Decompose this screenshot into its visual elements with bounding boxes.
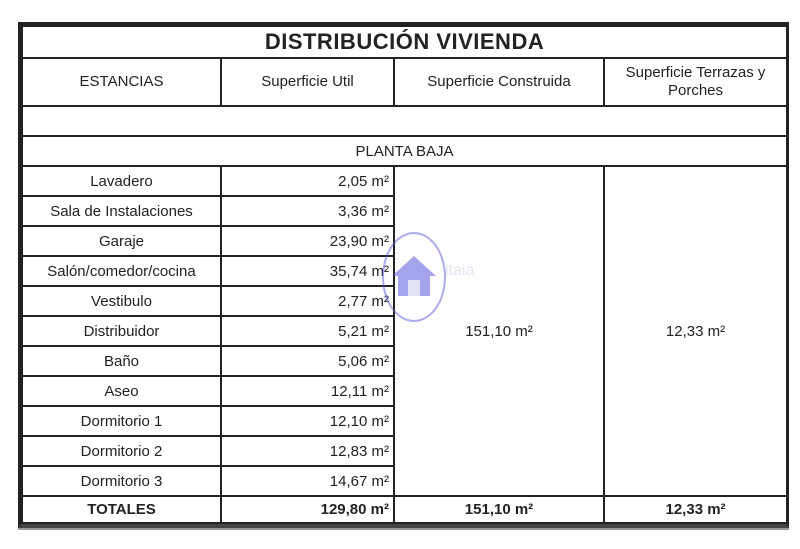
totals-util: 129,80 m²	[220, 495, 395, 524]
totals-label: TOTALES	[21, 495, 222, 524]
table-row: Garaje 23,90 m²	[21, 225, 787, 257]
table-row: Dormitorio 3 14,67 m²	[21, 465, 787, 497]
room-util: 5,21 m²	[220, 315, 395, 347]
totals-terrazas: 12,33 m²	[602, 495, 789, 524]
room-util: 14,67 m²	[220, 465, 395, 497]
table-row: Vestibulo 2,77 m²	[21, 285, 787, 317]
room-name: Dormitorio 3	[21, 465, 222, 497]
room-util: 2,77 m²	[220, 285, 395, 317]
room-name: Lavadero	[21, 165, 222, 197]
room-util: 23,90 m²	[220, 225, 395, 257]
room-name: Dormitorio 1	[21, 405, 222, 437]
totals-row: TOTALES 129,80 m² 151,10 m² 12,33 m²	[21, 495, 789, 524]
room-util: 3,36 m²	[220, 195, 395, 227]
table-row: Dormitorio 2 12,83 m²	[21, 435, 787, 467]
table-row: Distribuidor 5,21 m²	[21, 315, 787, 347]
table-row: Aseo 12,11 m²	[21, 375, 787, 407]
room-name: Vestibulo	[21, 285, 222, 317]
totals-construida: 151,10 m²	[393, 495, 605, 524]
house-icon	[392, 256, 436, 296]
table-row: Salón/comedor/cocina 35,74 m²	[21, 255, 787, 287]
room-util: 12,83 m²	[220, 435, 395, 467]
table-row: Lavadero 2,05 m² 151,10 m² 12,33 m²	[21, 165, 789, 497]
table-row: Sala de Instalaciones 3,36 m²	[21, 195, 787, 227]
header-superficie-construida: Superficie Construida	[393, 57, 605, 107]
section-label: PLANTA BAJA	[20, 135, 789, 167]
header-superficie-util: Superficie Util	[220, 57, 395, 107]
room-name: Salón/comedor/cocina	[21, 255, 222, 287]
room-util: 35,74 m²	[220, 255, 395, 287]
room-util: 12,11 m²	[220, 375, 395, 407]
blank-row	[20, 105, 789, 137]
room-name: Garaje	[21, 225, 222, 257]
header-superficie-terrazas: Superficie Terrazas y Porches	[602, 57, 789, 107]
table-title: DISTRIBUCIÓN VIVIENDA	[20, 25, 789, 59]
watermark-text: itaia	[445, 262, 475, 279]
room-name: Baño	[21, 345, 222, 377]
room-util: 5,06 m²	[220, 345, 395, 377]
header-estancias: ESTANCIAS	[21, 57, 222, 107]
room-name: Dormitorio 2	[21, 435, 222, 467]
watermark-logo	[382, 232, 446, 322]
room-name: Distribuidor	[21, 315, 222, 347]
table-row: Baño 5,06 m²	[21, 345, 787, 377]
room-util: 2,05 m²	[220, 165, 395, 197]
table-row: Dormitorio 1 12,10 m²	[21, 405, 787, 437]
room-util: 12,10 m²	[220, 405, 395, 437]
construida-value: 151,10 m²	[393, 165, 605, 497]
terrazas-value: 12,33 m²	[602, 165, 789, 497]
room-name: Aseo	[21, 375, 222, 407]
distribution-table: DISTRIBUCIÓN VIVIENDA ESTANCIAS Superfic…	[18, 22, 789, 528]
room-name: Sala de Instalaciones	[21, 195, 222, 227]
